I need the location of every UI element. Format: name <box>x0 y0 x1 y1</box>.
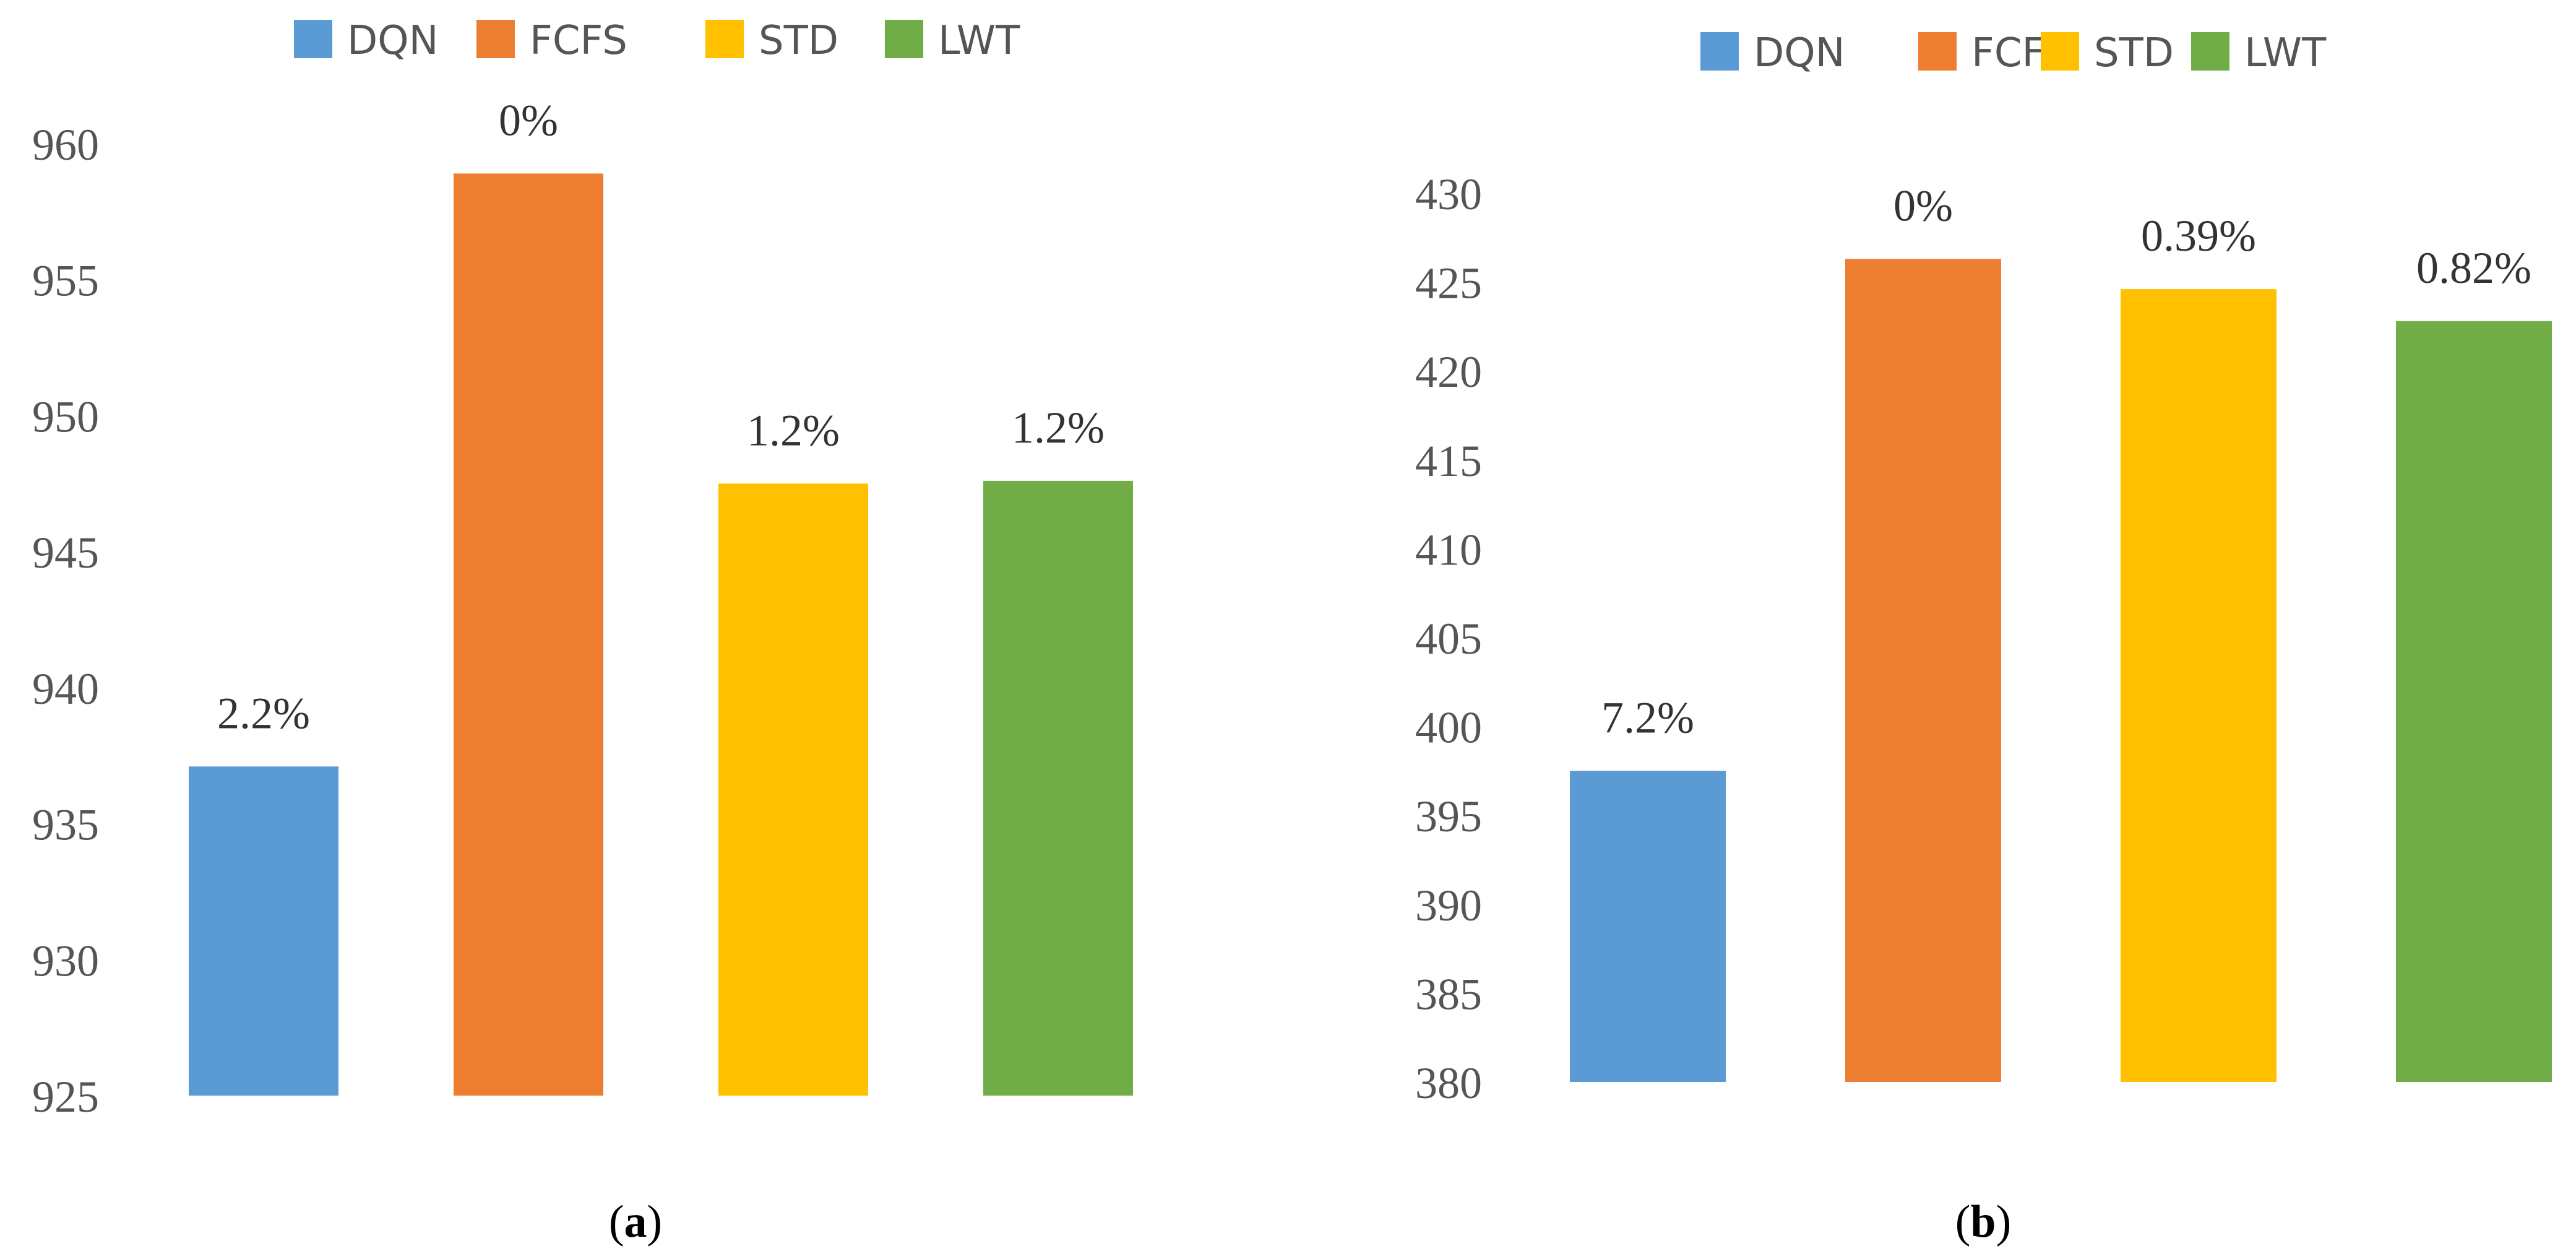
y-tick-label: 945 <box>32 528 99 578</box>
panel-caption: (b) <box>1955 1196 2011 1247</box>
bar-fcfs <box>454 173 603 1096</box>
y-tick-label: 390 <box>1415 881 1482 930</box>
data-label-std: 0.39% <box>2141 211 2256 261</box>
y-tick-label: 950 <box>32 392 99 441</box>
panel-caption-open: ( <box>609 1196 624 1247</box>
legend-swatch-lwt <box>2191 32 2229 71</box>
y-tick-label: 380 <box>1415 1058 1482 1108</box>
data-label-lwt: 1.2% <box>1012 403 1105 452</box>
bar-fcfs <box>1845 259 2001 1082</box>
y-tick-label: 405 <box>1415 614 1482 664</box>
legend-label-std: STD <box>2094 30 2174 76</box>
y-tick-label: 400 <box>1415 703 1482 753</box>
legend-swatch-std <box>2041 32 2079 71</box>
legend-label-lwt: LWT <box>938 18 1020 64</box>
data-label-lwt: 0.82% <box>2416 243 2531 293</box>
legend-label-dqn: DQN <box>1754 30 1845 76</box>
y-tick-label: 420 <box>1415 347 1482 397</box>
y-tick-label: 935 <box>32 800 99 850</box>
data-label-fcfs: 0% <box>1893 181 1953 230</box>
y-tick-label: 955 <box>32 256 99 306</box>
legend-swatch-lwt <box>885 20 923 58</box>
y-tick-label: 940 <box>32 664 99 714</box>
panel-caption-letter: b <box>1970 1196 1996 1247</box>
panel-caption-letter: a <box>624 1196 647 1247</box>
legend-label-std: STD <box>759 18 838 64</box>
legend-label-fcfs: FCFS <box>530 18 627 64</box>
panel-caption-open: ( <box>1955 1196 1971 1247</box>
legend-swatch-fcfs <box>1918 32 1957 71</box>
legend-label-dqn: DQN <box>347 18 439 64</box>
y-tick-label: 930 <box>32 936 99 985</box>
bar-lwt <box>2396 321 2552 1083</box>
y-tick-label: 410 <box>1415 525 1482 574</box>
y-tick-label: 960 <box>32 120 99 170</box>
data-label-dqn: 7.2% <box>1601 693 1694 742</box>
panel-caption-close: ) <box>647 1196 663 1247</box>
y-tick-label: 925 <box>32 1072 99 1122</box>
bar-std <box>718 483 868 1096</box>
y-tick-label: 385 <box>1415 969 1482 1019</box>
data-label-dqn: 2.2% <box>217 688 310 738</box>
data-label-fcfs: 0% <box>499 95 558 145</box>
legend-swatch-dqn <box>294 20 332 58</box>
y-tick-label: 425 <box>1415 259 1482 308</box>
bar-std <box>2121 289 2277 1082</box>
y-tick-label: 395 <box>1415 792 1482 841</box>
data-label-std: 1.2% <box>747 405 840 455</box>
bar-dqn <box>189 766 338 1096</box>
panel-caption-close: ) <box>1996 1196 2012 1247</box>
y-tick-label: 415 <box>1415 436 1482 486</box>
bar-dqn <box>1570 771 1726 1082</box>
legend-swatch-dqn <box>1700 32 1739 71</box>
legend-swatch-fcfs <box>476 20 515 58</box>
panel-caption: (a) <box>609 1196 662 1247</box>
legend-label-lwt: LWT <box>2244 30 2327 76</box>
y-tick-label: 430 <box>1415 170 1482 219</box>
legend-swatch-std <box>705 20 744 58</box>
bar-lwt <box>983 480 1133 1096</box>
